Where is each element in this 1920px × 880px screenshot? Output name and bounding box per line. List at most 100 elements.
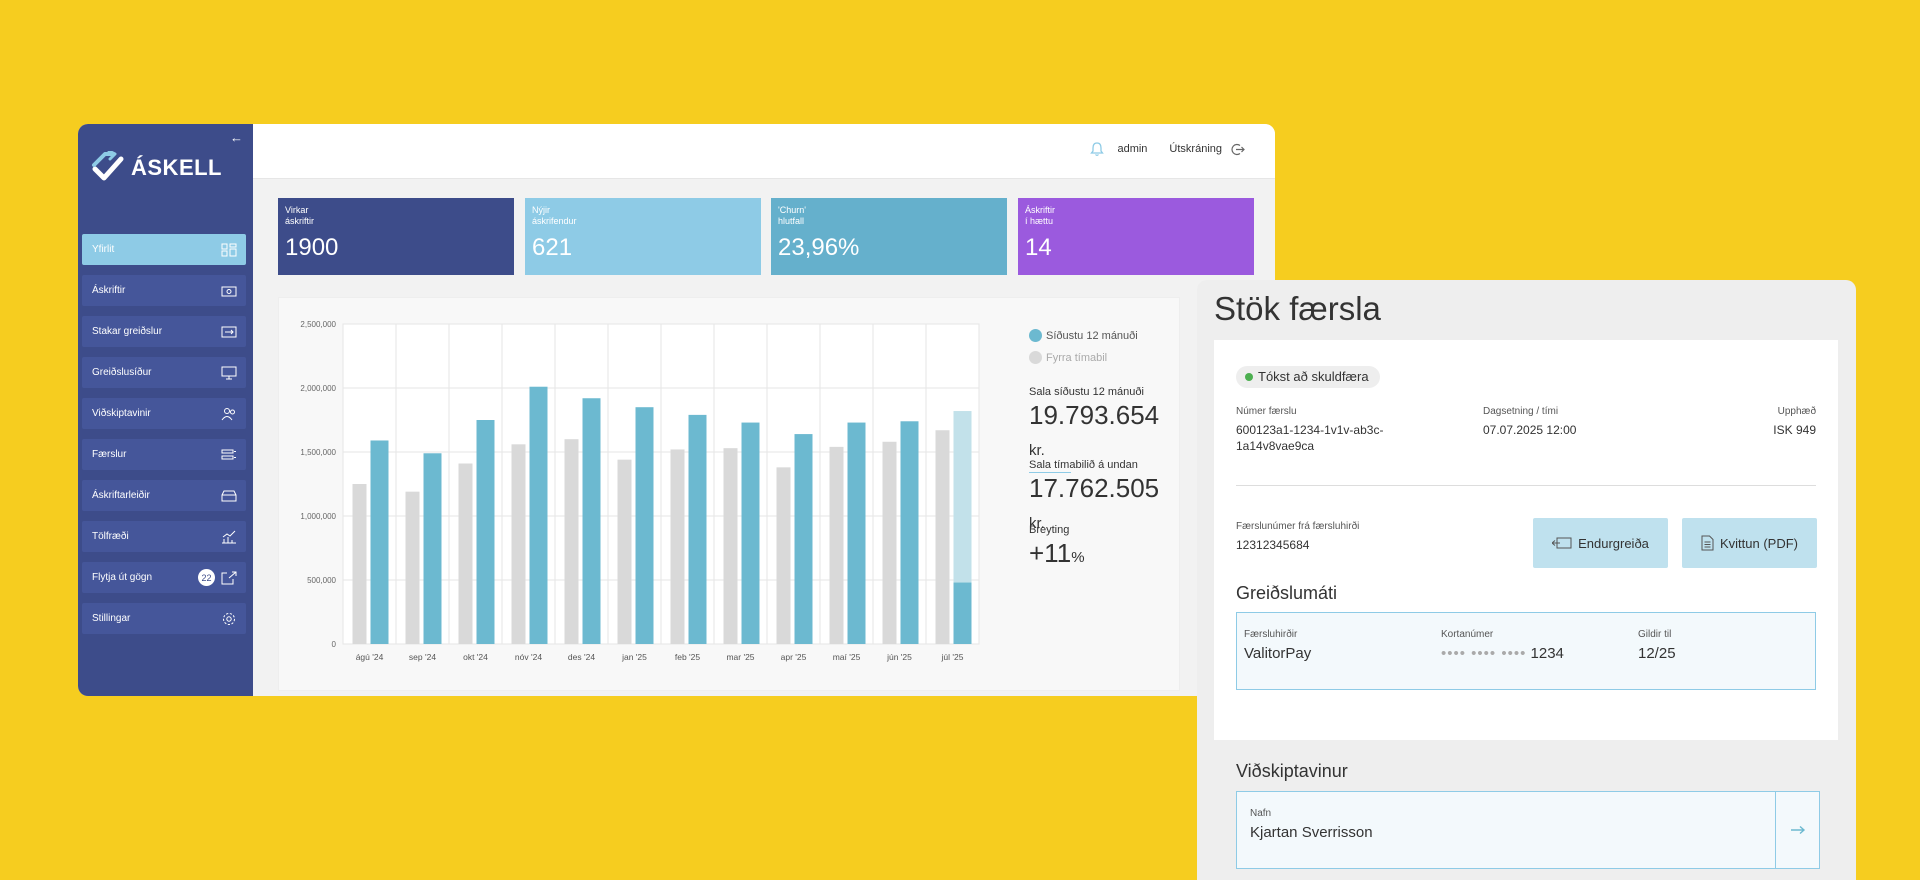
percent-unit: %: [1071, 549, 1085, 566]
stat-last12: Sala síðustu 12 mánuði 19.793.654 kr.: [1029, 386, 1179, 473]
sidebar-item-label: Stakar greiðslur: [92, 326, 163, 337]
x-tick-label: sep '24: [409, 652, 436, 662]
kpi-active-subscriptions[interactable]: Virkar áskriftir 1900: [278, 198, 514, 275]
sidebar-item-2[interactable]: Stakar greiðslur: [82, 316, 246, 347]
bar-previous: [829, 446, 844, 644]
stat-change: Breyting +11%: [1029, 524, 1085, 569]
divider: [1236, 485, 1816, 486]
kpi-label: Virkar áskriftir: [285, 205, 314, 226]
card-number-value: •••• •••• •••• 1234: [1441, 645, 1564, 662]
transaction-number-value: 600123a1-1234-1v1v-ab3c-1a14v8vae9ca: [1236, 423, 1384, 453]
logout-link[interactable]: Útskráning: [1169, 143, 1222, 155]
transactions-icon: [221, 448, 237, 462]
date-value: 07.07.2025 12:00: [1483, 423, 1577, 437]
chart-icon: [221, 530, 237, 544]
processor-ref-label: Færslunúmer frá færsluhirði: [1236, 521, 1360, 532]
bar-current: [635, 407, 654, 644]
bar-current: [370, 440, 389, 644]
status-badge: Tókst að skuldfæra: [1236, 366, 1380, 388]
x-tick-label: mar '25: [726, 652, 754, 662]
sidebar-item-6[interactable]: Áskriftarleiðir: [82, 480, 246, 511]
legend-previous[interactable]: Fyrra tímabil: [1029, 351, 1138, 364]
top-bar: admin Útskráning: [253, 124, 1275, 179]
export-icon: [221, 571, 237, 585]
sidebar-item-label: Áskriftarleiðir: [92, 490, 150, 501]
bar-previous: [511, 444, 526, 644]
bar-current: [582, 398, 601, 644]
arrow-right-icon: [1790, 825, 1805, 835]
customer-box: Nafn Kjartan Sverrisson: [1236, 791, 1820, 869]
customer-name-label: Nafn: [1250, 808, 1272, 819]
y-tick-label: 2,000,000: [300, 384, 336, 393]
sidebar-item-5[interactable]: Færslur: [82, 439, 246, 470]
logout-icon[interactable]: [1230, 142, 1245, 157]
stat-label: Sala tímabilið á undan: [1029, 459, 1138, 471]
sidebar-item-label: Viðskiptavinir: [92, 408, 151, 419]
kpi-new-subscribers[interactable]: Nýjir áskrifendur 621: [525, 198, 761, 275]
open-customer-button[interactable]: [1775, 792, 1819, 868]
customer-title: Viðskiptavinur: [1236, 761, 1348, 781]
bar-current: [476, 420, 495, 644]
customer-name-value: Kjartan Sverrisson: [1250, 824, 1373, 841]
legend-dot: [1029, 329, 1042, 342]
payment-method-title: Greiðslumáti: [1236, 583, 1338, 603]
bar-previous: [405, 491, 420, 644]
card-last4: 1234: [1530, 645, 1564, 662]
sidebar-item-0[interactable]: Yfirlit: [82, 234, 246, 265]
sidebar-item-label: Færslur: [92, 449, 127, 460]
stat-label: Breyting: [1029, 524, 1070, 536]
brand-name: ÁSKELL: [131, 155, 222, 180]
export-count-badge: 22: [198, 569, 215, 586]
kpi-at-risk[interactable]: Áskriftir í hættu 14: [1018, 198, 1254, 275]
refund-button[interactable]: Endurgreiða: [1533, 518, 1668, 568]
stat-divider: [1029, 472, 1071, 473]
valid-until-label: Gildir til: [1638, 629, 1672, 640]
sidebar-item-label: Flytja út gögn: [92, 572, 153, 583]
sidebar-item-8[interactable]: Flytja út gögn 22: [82, 562, 246, 593]
kpi-label: Áskriftir í hættu: [1025, 205, 1055, 226]
money-icon: [221, 284, 237, 298]
user-name[interactable]: admin: [1117, 143, 1148, 155]
bar-previous: [352, 484, 367, 644]
sidebar-item-label: Greiðslusíður: [92, 367, 152, 378]
page-title: Stök færsla: [1214, 290, 1381, 327]
amount-label: Upphæð: [1777, 406, 1816, 417]
x-tick-label: maí '25: [833, 652, 861, 662]
collapse-sidebar-icon[interactable]: ←: [230, 130, 243, 145]
transaction-number-label: Númer færslu: [1236, 406, 1297, 417]
receipt-pdf-button[interactable]: Kvittun (PDF): [1682, 518, 1817, 568]
x-tick-label: nóv '24: [515, 652, 542, 662]
processor-value: ValitorPay: [1244, 645, 1312, 662]
sidebar-item-label: Stillingar: [92, 613, 131, 624]
y-tick-label: 0: [332, 640, 337, 649]
card-number-label: Kortanúmer: [1441, 629, 1494, 640]
bar-previous: [776, 467, 791, 644]
bell-icon[interactable]: [1089, 141, 1105, 157]
sidebar-item-9[interactable]: Stillingar: [82, 603, 246, 634]
stat-value: 17.762.505: [1029, 473, 1160, 503]
legend-label: Síðustu 12 mánuði: [1046, 329, 1138, 342]
transaction-window: Stök færsla Tókst að skuldfæra Númer fær…: [1197, 280, 1856, 880]
legend-current[interactable]: Síðustu 12 mánuði: [1029, 329, 1138, 342]
bar-previous: [458, 463, 473, 644]
bar-previous: [882, 441, 897, 644]
kpi-churn-rate[interactable]: 'Churn' hlutfall 23,96%: [771, 198, 1007, 275]
legend-dot: [1029, 351, 1042, 364]
payment-method-box: Færsluhirðir ValitorPay Kortanúmer •••• …: [1236, 612, 1816, 690]
logo-mark-icon: [92, 151, 124, 181]
sidebar-item-4[interactable]: Viðskiptavinir: [82, 398, 246, 429]
sidebar-item-1[interactable]: Áskriftir: [82, 275, 246, 306]
bar-current: [529, 386, 548, 644]
card-mask: •••• •••• ••••: [1441, 645, 1527, 662]
processor-label: Færsluhirðir: [1244, 629, 1298, 640]
kpi-label: Nýjir áskrifendur: [532, 205, 577, 226]
stat-value: +11: [1029, 538, 1072, 568]
bar-current: [688, 414, 707, 644]
sidebar-item-3[interactable]: Greiðslusíður: [82, 357, 246, 388]
logo: ÁSKELL: [91, 151, 222, 185]
kpi-value: 621: [532, 234, 573, 261]
bar-current: [423, 453, 442, 644]
x-tick-label: júl '25: [941, 652, 964, 662]
sidebar-item-7[interactable]: Tölfræði: [82, 521, 246, 552]
currency-unit: kr.: [1029, 442, 1045, 459]
